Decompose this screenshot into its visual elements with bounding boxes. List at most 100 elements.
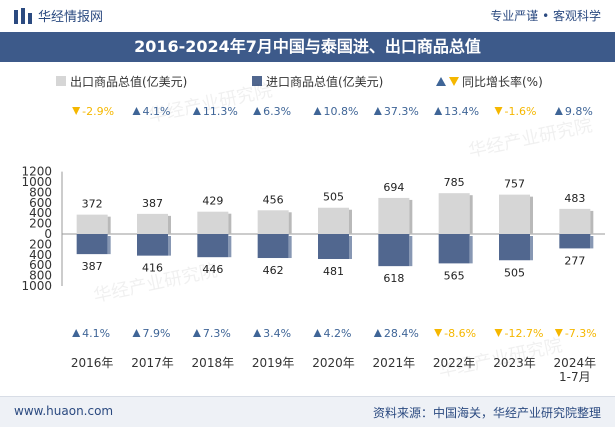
- export-bar: [76, 214, 108, 234]
- brand-name: 华经情报网: [38, 10, 104, 25]
- export-value-label: 757: [504, 178, 525, 191]
- export-bar: [378, 197, 410, 234]
- website-link[interactable]: www.huaon.com: [14, 404, 114, 418]
- export-bar-shadow: [530, 196, 533, 234]
- import-growth-label: 4.2%: [324, 327, 352, 340]
- import-growth-label: -8.6%: [444, 327, 476, 340]
- export-bar-shadow: [168, 215, 171, 234]
- watermark-logo: 华经产业研究院: [467, 115, 595, 162]
- import-growth-label: -7.3%: [565, 327, 597, 340]
- x-tick-label: 2022年: [433, 356, 476, 370]
- import-bar: [257, 234, 289, 259]
- legend-down-triangle-icon: [449, 77, 459, 86]
- up-triangle-icon: [434, 107, 443, 115]
- import-bar-shadow: [349, 236, 352, 260]
- export-value-label: 456: [263, 193, 284, 206]
- legend-label-import: 进口商品总值(亿美元): [266, 74, 383, 89]
- x-tick-label: 2024年: [554, 356, 597, 370]
- x-tick-label: 2023年: [493, 356, 536, 370]
- import-bar-shadow: [228, 236, 232, 258]
- export-value-label: 785: [444, 176, 465, 189]
- x-tick-label: 2020年: [312, 356, 355, 370]
- up-triangle-icon: [132, 329, 141, 337]
- import-value-label: 416: [142, 262, 163, 275]
- y-tick-label: 200: [29, 217, 52, 231]
- import-growth-label: 7.9%: [143, 327, 171, 340]
- import-bar-shadow: [590, 236, 594, 249]
- import-growth-label: 3.4%: [263, 327, 291, 340]
- y-tick-label: 1000: [21, 175, 52, 189]
- import-bar: [499, 234, 530, 261]
- import-bar: [438, 234, 470, 264]
- up-triangle-icon: [313, 329, 322, 337]
- down-triangle-icon: [494, 107, 503, 115]
- export-bar: [318, 207, 349, 234]
- import-growth-label: 28.4%: [384, 327, 419, 340]
- chart-title: 2016-2024年7月中国与泰国进、出口商品总值: [0, 32, 615, 62]
- export-bar: [257, 210, 289, 234]
- import-bar: [197, 234, 229, 258]
- import-value-label: 387: [82, 260, 103, 273]
- export-growth-label: 11.3%: [203, 105, 238, 118]
- import-value-label: 505: [504, 266, 525, 279]
- export-value-label: 483: [564, 192, 585, 205]
- export-growth-label: 4.1%: [143, 105, 171, 118]
- export-bar: [137, 213, 168, 234]
- import-bar-shadow: [530, 236, 533, 261]
- import-bar: [76, 234, 108, 255]
- tagline: 专业严谨 • 客观科学: [490, 9, 601, 23]
- y-tick-label: 1000: [21, 279, 52, 293]
- up-triangle-icon: [313, 107, 322, 115]
- legend-label-growth: 同比增长率(%): [462, 74, 543, 89]
- export-bar-shadow: [349, 209, 352, 234]
- up-triangle-icon: [132, 107, 141, 115]
- export-growth-label: 37.3%: [384, 105, 419, 118]
- import-value-label: 462: [263, 264, 284, 277]
- y-tick-label: 400: [29, 206, 52, 220]
- legend-swatch-import: [252, 76, 262, 86]
- export-value-label: 387: [142, 197, 163, 210]
- export-growth-label: 6.3%: [263, 105, 291, 118]
- import-value-label: 277: [564, 254, 585, 267]
- footer: www.huaon.com 资料来源：中国海关，华经产业研究院整理: [0, 396, 615, 427]
- import-value-label: 481: [323, 265, 344, 278]
- import-growth-label: 4.1%: [82, 327, 110, 340]
- import-bar: [137, 234, 168, 256]
- legend-label-export: 出口商品总值(亿美元): [70, 74, 187, 89]
- x-tick-label: 2017年: [131, 356, 174, 370]
- import-bar-shadow: [288, 236, 292, 259]
- huajing-logo-icon: [14, 8, 32, 24]
- export-value-label: 694: [383, 181, 404, 194]
- import-bar-shadow: [168, 236, 171, 256]
- export-bar-shadow: [288, 212, 292, 234]
- x-tick-label: 2021年: [373, 356, 416, 370]
- x-tick-label: 1-7月: [559, 370, 591, 384]
- export-bar: [559, 208, 591, 234]
- up-triangle-icon: [373, 107, 382, 115]
- export-growth-label: 9.8%: [565, 105, 593, 118]
- import-bar-shadow: [469, 236, 473, 264]
- y-tick-label: 800: [29, 269, 52, 283]
- export-growth-label: 10.8%: [324, 105, 359, 118]
- import-value-label: 565: [444, 269, 465, 282]
- export-growth-label: -1.6%: [505, 105, 537, 118]
- export-bar-shadow: [228, 213, 232, 234]
- export-value-label: 505: [323, 191, 344, 204]
- up-triangle-icon: [72, 329, 81, 337]
- import-value-label: 618: [383, 272, 404, 285]
- y-tick-label: 1200: [21, 165, 52, 179]
- down-triangle-icon: [434, 329, 443, 337]
- export-bar: [499, 194, 530, 234]
- up-triangle-icon: [253, 107, 262, 115]
- export-value-label: 372: [82, 198, 103, 211]
- y-tick-label: 600: [29, 196, 52, 210]
- up-triangle-icon: [554, 107, 563, 115]
- export-bar: [197, 211, 229, 234]
- export-growth-label: 13.4%: [444, 105, 479, 118]
- y-tick-label: 0: [44, 227, 52, 241]
- top-bar: 华经情报网 专业严谨 • 客观科学: [0, 0, 615, 32]
- export-bar-shadow: [107, 216, 111, 234]
- legend-up-triangle-icon: [436, 77, 446, 86]
- y-tick-label: 400: [29, 248, 52, 262]
- y-tick-label: 600: [29, 258, 52, 272]
